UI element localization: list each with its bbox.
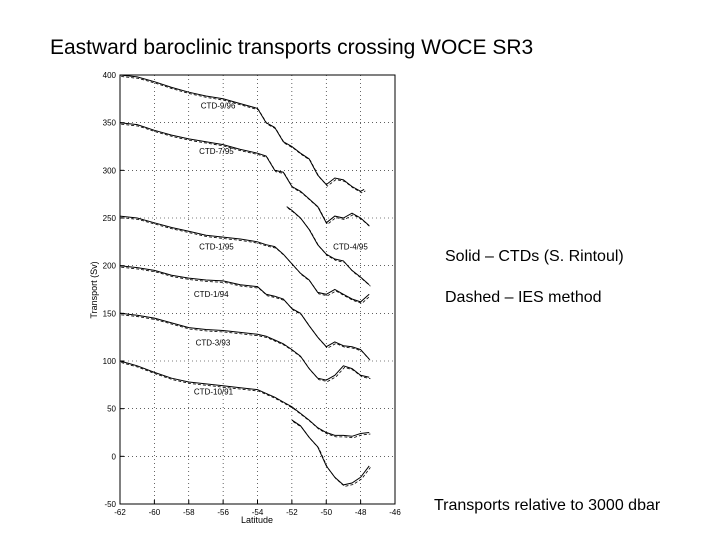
series-label: CTD-7/95 <box>199 147 234 156</box>
series-line-solid <box>291 419 370 486</box>
series-layer: CTD-9/96 CTD-7/95 CTD-4/95 CTD-1/95 CTD-1/94… <box>119 74 371 487</box>
y-tick-label: 150 <box>103 309 117 318</box>
note-dashed: Dashed – IES method <box>445 289 602 306</box>
x-tick-label: -46 <box>389 508 401 517</box>
series-label: CTD-1/95 <box>199 242 234 251</box>
series-label: CTD-9/96 <box>201 101 236 110</box>
y-tick-label: 400 <box>103 71 117 80</box>
x-axis-label: Latitude <box>241 515 273 525</box>
grid-layer <box>120 75 395 504</box>
slide-title: Eastward baroclinic transports crossing … <box>50 36 534 59</box>
y-axis-label: Transport (Sv) <box>89 261 99 318</box>
y-tick-label: 350 <box>103 119 117 128</box>
y-tick-label: 250 <box>103 214 117 223</box>
series-line-solid <box>119 74 365 192</box>
x-tick-label: -58 <box>183 508 195 517</box>
y-tick-label: 100 <box>103 357 117 366</box>
x-tick-label: -50 <box>320 508 332 517</box>
y-tick-label: 200 <box>103 262 117 271</box>
note-relative: Transports relative to 3000 dbar <box>434 497 661 514</box>
y-tick-label: 50 <box>107 405 116 414</box>
series-label: CTD-10/91 <box>194 387 234 396</box>
series-label: CTD-1/94 <box>194 290 229 299</box>
x-tick-label: -52 <box>286 508 298 517</box>
note-solid: Solid – CTDs (S. Rintoul) <box>445 248 624 265</box>
series-line-dashed <box>121 266 371 361</box>
series-line-dashed <box>121 314 371 383</box>
x-tick-label: -56 <box>217 508 229 517</box>
series-line-solid <box>119 312 370 381</box>
x-tick-label: -54 <box>252 508 264 517</box>
series-label: CTD-3/93 <box>196 339 231 348</box>
series-line-solid <box>119 265 370 360</box>
series-line-dashed <box>121 123 371 228</box>
x-tick-label: -62 <box>114 508 126 517</box>
series-line-dashed <box>121 76 366 194</box>
series-line-dashed <box>287 207 371 287</box>
y-tick-label: -50 <box>104 500 116 509</box>
y-tick-label: 300 <box>103 166 117 175</box>
y-tick-label: 0 <box>112 452 117 461</box>
x-tick-label: -48 <box>355 508 367 517</box>
x-tick-label: -60 <box>149 508 161 517</box>
series-line-solid <box>119 215 370 303</box>
series-line-solid <box>119 122 370 226</box>
series-line-dashed <box>292 421 371 487</box>
series-line-dashed <box>121 217 371 304</box>
tick-layer: -62 -60 -58 -56 -54 -52 -50 -48 -46 400 350 300 250 2… <box>103 71 402 517</box>
series-line-dashed <box>121 362 371 439</box>
series-line-solid <box>119 360 370 437</box>
series-label: CTD-4/95 <box>333 242 368 251</box>
